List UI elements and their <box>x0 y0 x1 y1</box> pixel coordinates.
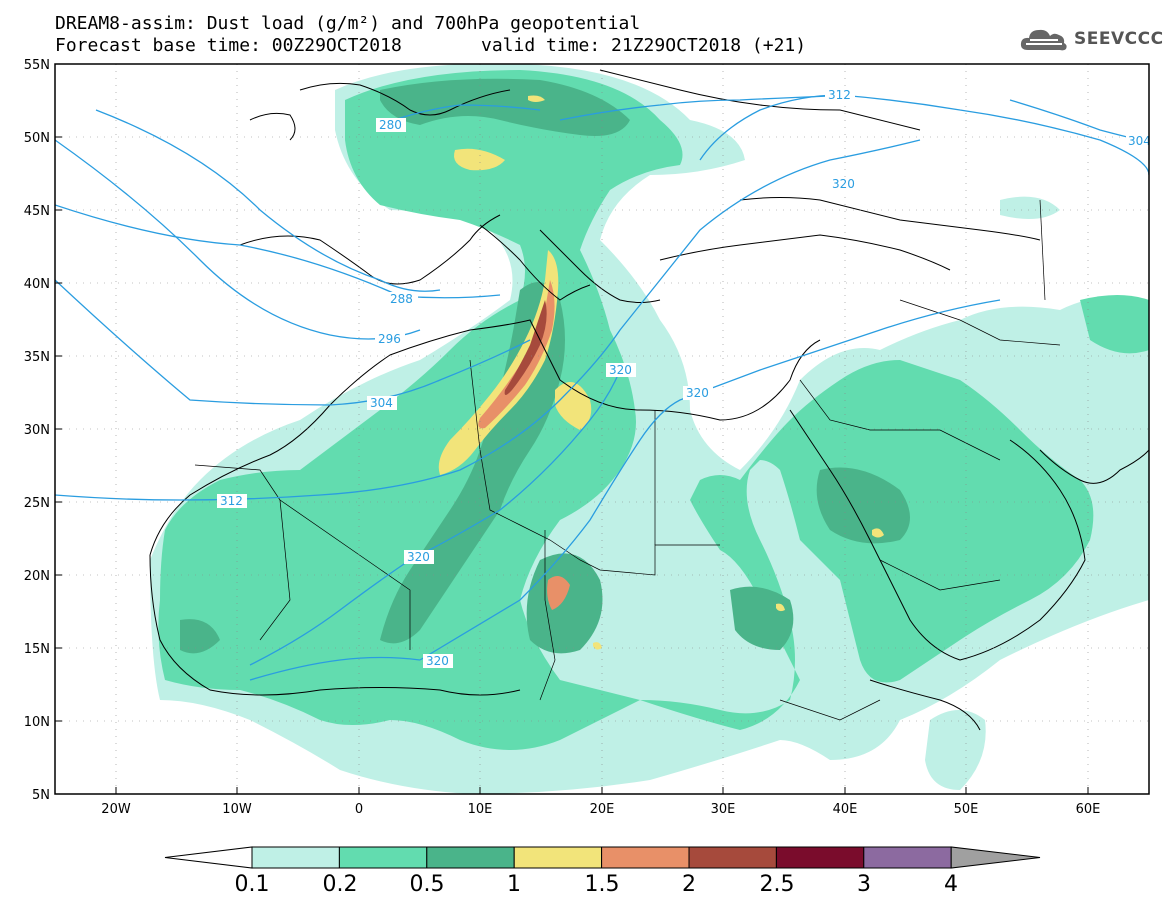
cloud-icon <box>1020 29 1067 51</box>
lat-label: 30N <box>24 423 50 438</box>
colorbar-tick: 0.1 <box>235 872 270 897</box>
contour-label: 304 <box>370 396 393 410</box>
colorbar-segment <box>338 846 428 869</box>
contour-label: 312 <box>220 494 243 508</box>
longitude-labels: 20W 10W 0 10E 20E 30E 40E 50E 60E <box>101 802 1100 817</box>
contour-label: 312 <box>828 88 851 102</box>
colorbar-segment <box>426 846 515 869</box>
colorbar-ticks: 0.1 0.2 0.5 1 1.5 2 2.5 3 4 <box>235 872 959 897</box>
country-borders <box>194 199 1061 721</box>
lon-label: 30E <box>711 802 736 817</box>
lon-label: 10W <box>222 802 252 817</box>
lon-label: 60E <box>1076 802 1101 817</box>
dust-layer-2 <box>504 300 547 395</box>
coastlines <box>149 69 1149 731</box>
colorbar-tick: 0.2 <box>323 872 358 897</box>
contour-labels: 280 288 296 304 312 312 320 320 320 320 … <box>217 88 1151 668</box>
lon-label: 20E <box>590 802 615 817</box>
lat-label: 50N <box>24 131 50 146</box>
lon-label: 40E <box>833 802 858 817</box>
lon-label: 0 <box>355 802 363 817</box>
valid-time: valid time: 21Z29OCT2018 (+21) <box>481 35 807 56</box>
colorbar-arrow-low <box>164 846 253 869</box>
lat-label: 20N <box>24 569 50 584</box>
lat-label: 55N <box>24 58 50 73</box>
contour-label: 320 <box>686 386 709 400</box>
colorbar-tick: 1.5 <box>585 872 620 897</box>
map-title: DREAM8-assim: Dust load (g/m²) and 700hP… <box>55 13 641 34</box>
colorbar-tick: 4 <box>944 872 958 897</box>
colorbar-tick: 3 <box>857 872 871 897</box>
contour-label: 280 <box>379 118 402 132</box>
lat-label: 45N <box>24 204 50 219</box>
colorbar-segment <box>601 846 690 869</box>
geopotential-contours <box>55 94 1149 681</box>
lat-label: 15N <box>24 642 50 657</box>
colorbar-segment <box>251 846 340 869</box>
map-plot-area: 280 288 296 304 312 312 320 320 320 320 … <box>55 64 1151 794</box>
contour-label: 320 <box>832 177 855 191</box>
colorbar-tick: 2.5 <box>760 872 795 897</box>
lat-label: 25N <box>24 496 50 511</box>
colorbar <box>164 846 1041 869</box>
axis-ticks <box>55 63 1089 794</box>
lat-label: 10N <box>24 715 50 730</box>
contour-label: 320 <box>407 550 430 564</box>
lat-label: 35N <box>24 350 50 365</box>
contour-label: 296 <box>378 332 401 346</box>
colorbar-tick: 0.5 <box>410 872 445 897</box>
seevccc-logo: SEEVCCC <box>1018 24 1164 54</box>
colorbar-tick: 1 <box>507 872 521 897</box>
dust-layer-0.2 <box>158 70 1149 750</box>
lat-label: 5N <box>32 788 50 803</box>
colorbar-segment <box>688 846 777 869</box>
lat-label: 40N <box>24 277 50 292</box>
contour-label: 320 <box>426 654 449 668</box>
colorbar-segment <box>863 846 952 869</box>
colorbar-segment <box>775 846 865 869</box>
forecast-base-time: Forecast base time: 00Z29OCT2018 <box>55 35 402 56</box>
lon-label: 50E <box>954 802 979 817</box>
lon-label: 10E <box>468 802 493 817</box>
latitude-labels: 55N 50N 45N 40N 35N 30N 25N 20N 15N 10N … <box>24 58 50 803</box>
colorbar-segment <box>513 846 603 869</box>
contour-label: 288 <box>390 292 413 306</box>
lon-label: 20W <box>101 802 131 817</box>
grid-lines <box>55 64 1149 794</box>
contour-label: 320 <box>609 363 632 377</box>
colorbar-tick: 2 <box>682 872 696 897</box>
logo-text: SEEVCCC <box>1074 29 1164 49</box>
colorbar-arrow-high <box>950 846 1041 869</box>
contour-label: 304 <box>1128 134 1151 148</box>
dust-layer-1.5 <box>478 280 570 610</box>
